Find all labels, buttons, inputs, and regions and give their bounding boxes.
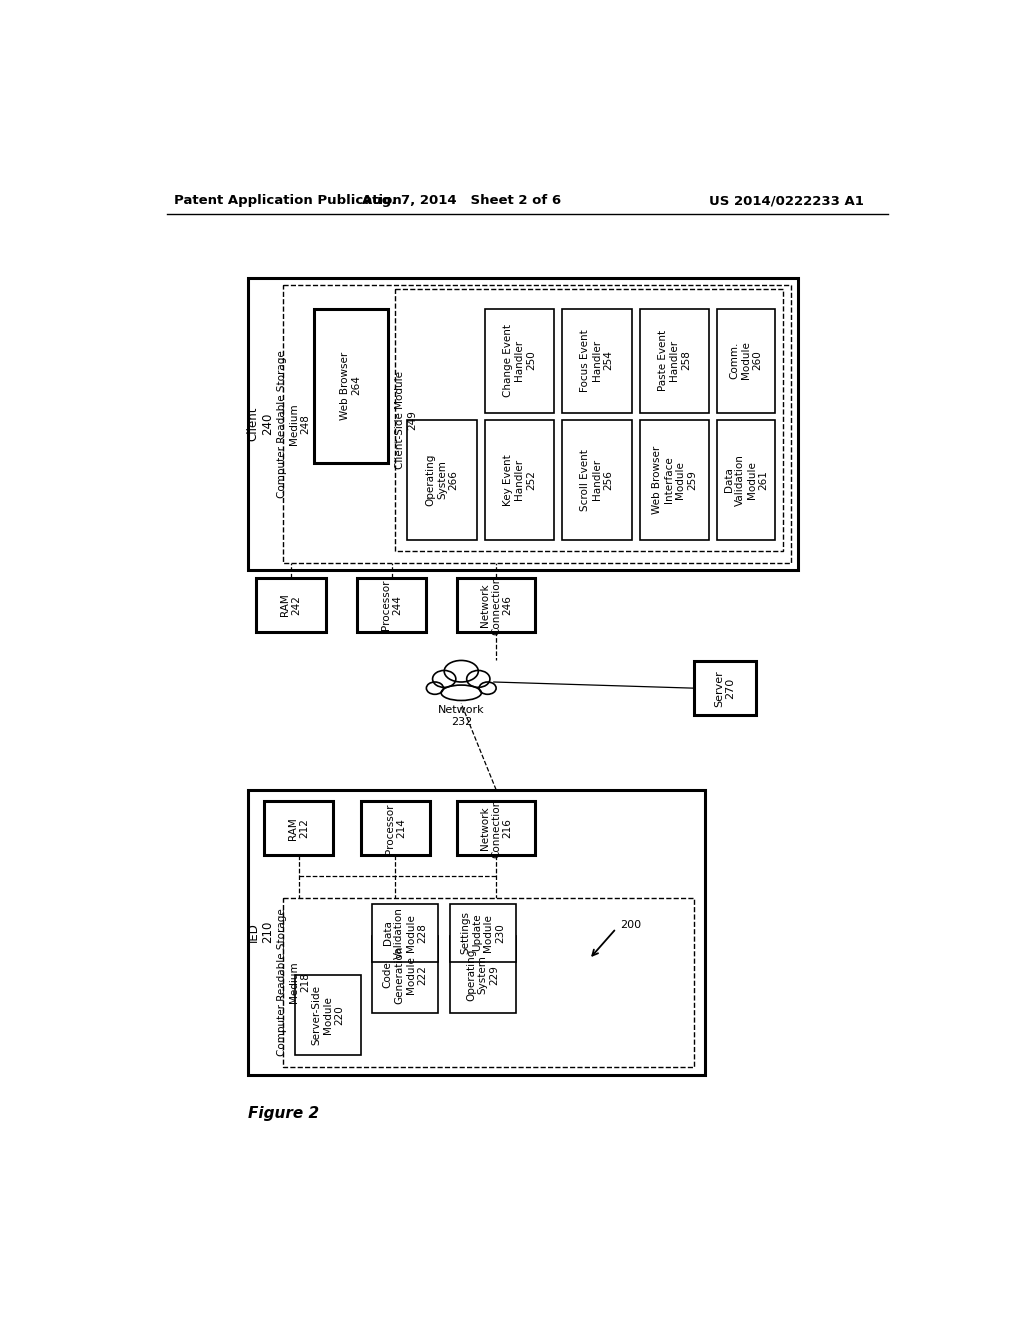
- Bar: [484, 420, 554, 540]
- Bar: [717, 309, 775, 412]
- Text: Web Browser
Interface
Module
259: Web Browser Interface Module 259: [652, 446, 696, 513]
- Text: 200: 200: [621, 920, 641, 929]
- Text: Operating
System
229: Operating System 229: [466, 948, 499, 1001]
- Bar: [484, 309, 554, 412]
- Text: Settings
Update
Module
230: Settings Update Module 230: [460, 911, 505, 954]
- Text: Paste Event
Handler
258: Paste Event Handler 258: [657, 330, 691, 391]
- Text: RAM
242: RAM 242: [280, 594, 301, 616]
- Bar: [640, 309, 710, 412]
- Bar: [717, 420, 775, 540]
- Text: Server
270: Server 270: [714, 669, 735, 706]
- Text: Web Browser
264: Web Browser 264: [340, 351, 361, 420]
- Bar: [283, 285, 791, 562]
- Text: Figure 2: Figure 2: [248, 1106, 319, 1121]
- Bar: [356, 578, 426, 632]
- Ellipse shape: [479, 682, 496, 694]
- Bar: [372, 904, 438, 961]
- Bar: [248, 277, 799, 570]
- Text: Comm.
Module
260: Comm. Module 260: [729, 342, 763, 379]
- Ellipse shape: [441, 685, 481, 701]
- Text: Data
Validation
Module
261: Data Validation Module 261: [724, 454, 768, 506]
- Text: Code
Generation
Module
222: Code Generation Module 222: [383, 945, 427, 1003]
- Ellipse shape: [426, 682, 443, 694]
- Bar: [458, 801, 535, 855]
- Text: Scroll Event
Handler
256: Scroll Event Handler 256: [581, 449, 613, 511]
- Bar: [450, 904, 515, 961]
- Bar: [263, 801, 334, 855]
- Text: Network
Connection
216: Network Connection 216: [479, 799, 513, 858]
- Text: Patent Application Publication: Patent Application Publication: [174, 194, 402, 207]
- Bar: [314, 309, 388, 462]
- Text: IED
210: IED 210: [247, 921, 274, 944]
- Bar: [295, 974, 360, 1056]
- Text: Client-Side Module
249: Client-Side Module 249: [395, 371, 417, 469]
- Text: Processor
244: Processor 244: [381, 579, 402, 630]
- Ellipse shape: [444, 660, 478, 682]
- Bar: [256, 578, 326, 632]
- Bar: [372, 936, 438, 1014]
- Bar: [562, 309, 632, 412]
- Text: Computer Readable Storage
Medium
218: Computer Readable Storage Medium 218: [278, 908, 310, 1056]
- Bar: [458, 578, 535, 632]
- Text: Change Event
Handler
250: Change Event Handler 250: [503, 323, 536, 397]
- Bar: [283, 898, 693, 1067]
- Bar: [693, 661, 756, 715]
- Ellipse shape: [432, 671, 456, 688]
- Text: Operating
System
266: Operating System 266: [425, 454, 459, 506]
- Text: US 2014/0222233 A1: US 2014/0222233 A1: [710, 194, 864, 207]
- Bar: [562, 420, 632, 540]
- Bar: [360, 801, 430, 855]
- Ellipse shape: [467, 671, 489, 688]
- Text: Focus Event
Handler
254: Focus Event Handler 254: [581, 329, 613, 392]
- Text: Computer Readable Storage
Medium
248: Computer Readable Storage Medium 248: [278, 350, 310, 498]
- Bar: [450, 936, 515, 1014]
- Bar: [395, 289, 783, 552]
- Text: Network
Connection
246: Network Connection 246: [479, 576, 513, 635]
- Text: Server-Side
Module
220: Server-Side Module 220: [311, 985, 344, 1045]
- Text: Key Event
Handler
252: Key Event Handler 252: [503, 454, 536, 506]
- Text: Network
232: Network 232: [438, 705, 484, 727]
- Text: Client
240: Client 240: [247, 407, 274, 441]
- Text: Data
Validation
Module
228: Data Validation Module 228: [383, 907, 427, 958]
- Bar: [640, 420, 710, 540]
- Bar: [248, 789, 706, 1074]
- Text: Processor
214: Processor 214: [385, 803, 407, 854]
- Bar: [407, 420, 477, 540]
- Text: Aug. 7, 2014   Sheet 2 of 6: Aug. 7, 2014 Sheet 2 of 6: [361, 194, 561, 207]
- Text: RAM
212: RAM 212: [288, 817, 309, 840]
